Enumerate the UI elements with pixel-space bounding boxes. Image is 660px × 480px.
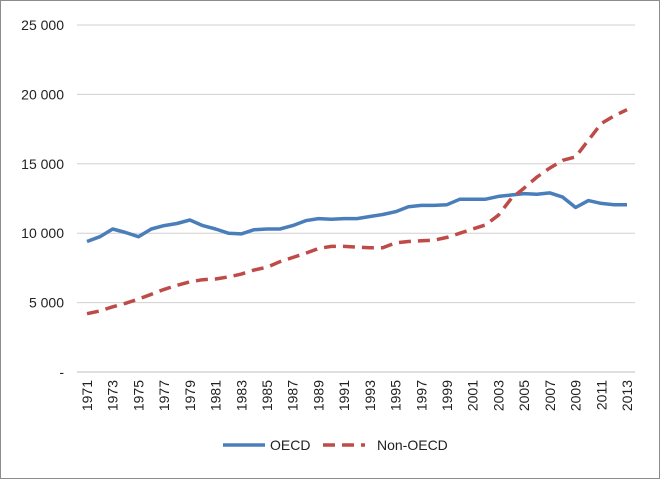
x-tick-label: 1973 [105, 380, 121, 411]
x-tick-label: 1981 [208, 380, 224, 411]
gridlines [77, 24, 635, 304]
x-tick-label: 1983 [233, 380, 249, 411]
x-tick-label: 1987 [285, 380, 301, 411]
x-tick-label: 1999 [439, 380, 455, 411]
y-tick-label: 20 000 [21, 86, 64, 102]
y-tick-label: 25 000 [21, 17, 64, 33]
x-tick-label: 2001 [465, 380, 481, 411]
y-tick-label: - [59, 364, 64, 380]
series-line-oecd [86, 191, 627, 244]
x-tick-label: 1971 [79, 380, 95, 411]
y-axis-tick-labels: - 5 000 10 000 15 000 20 000 25 000 [21, 17, 64, 380]
y-tick-label: 5 000 [29, 295, 64, 311]
y-tick-label: 10 000 [21, 225, 64, 241]
x-tick-label: 2011 [593, 380, 609, 410]
x-tick-label: 1975 [130, 380, 146, 411]
x-tick-label: 1977 [156, 380, 172, 411]
x-axis-tick-labels: 1971 1973 1975 1977 1979 1981 1983 1985 1987 1989… [79, 380, 635, 411]
y-tick-label: 15 000 [21, 156, 64, 172]
x-tick-label: 1991 [336, 380, 352, 411]
x-tick-label: 1985 [259, 380, 275, 411]
x-tick-label: 2009 [568, 380, 584, 411]
x-tick-label: 1989 [310, 380, 326, 411]
legend: OECD Non-OECD [223, 437, 448, 453]
x-tick-label: 2013 [619, 380, 635, 411]
x-tick-label: 1995 [388, 380, 404, 411]
x-tick-label: 1993 [362, 380, 378, 411]
legend-label: OECD [270, 437, 310, 453]
x-tick-label: 2007 [542, 380, 558, 411]
legend-label: Non-OECD [377, 437, 448, 453]
series-line-non-oecd [86, 108, 628, 316]
series-lines [86, 108, 628, 316]
x-tick-label: 1979 [182, 380, 198, 411]
x-tick-label: 2005 [516, 380, 532, 411]
x-tick-label: 1997 [413, 380, 429, 411]
x-tick-label: 2003 [490, 380, 506, 411]
